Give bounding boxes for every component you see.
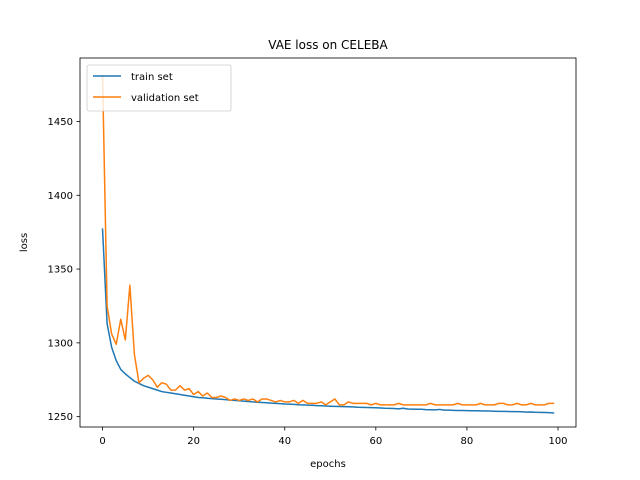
- x-tick-label: 20: [187, 436, 200, 447]
- y-tick-label: 1250: [48, 412, 73, 423]
- y-tick-label: 1300: [48, 338, 73, 349]
- x-tick-label: 60: [369, 436, 382, 447]
- chart-title: VAE loss on CELEBA: [268, 38, 388, 52]
- x-axis-label: epochs: [310, 459, 346, 470]
- x-tick-label: 80: [461, 436, 474, 447]
- x-axis-ticks: 0 20 40 60 80 100: [99, 427, 568, 447]
- x-tick-label: 0: [99, 436, 105, 447]
- y-tick-label: 1450: [48, 117, 73, 128]
- y-tick-label: 1400: [48, 191, 73, 202]
- series-line-train: [101, 228, 555, 414]
- plot-area: [80, 58, 576, 427]
- y-axis-ticks: 1250 1300 1350 1400 1450: [48, 117, 80, 423]
- x-tick-label: 100: [548, 436, 567, 447]
- axes-frame: [79, 57, 577, 428]
- y-tick-label: 1350: [48, 265, 73, 276]
- y-axis-label: loss: [19, 233, 30, 252]
- x-tick-label: 40: [278, 436, 291, 447]
- legend-box: [86, 64, 232, 112]
- series-layer: [101, 74, 555, 414]
- legend: train set validation set: [86, 64, 232, 112]
- series-line-validation: [101, 74, 555, 406]
- legend-label-validation: validation set: [131, 93, 199, 104]
- legend-label-train: train set: [131, 72, 173, 83]
